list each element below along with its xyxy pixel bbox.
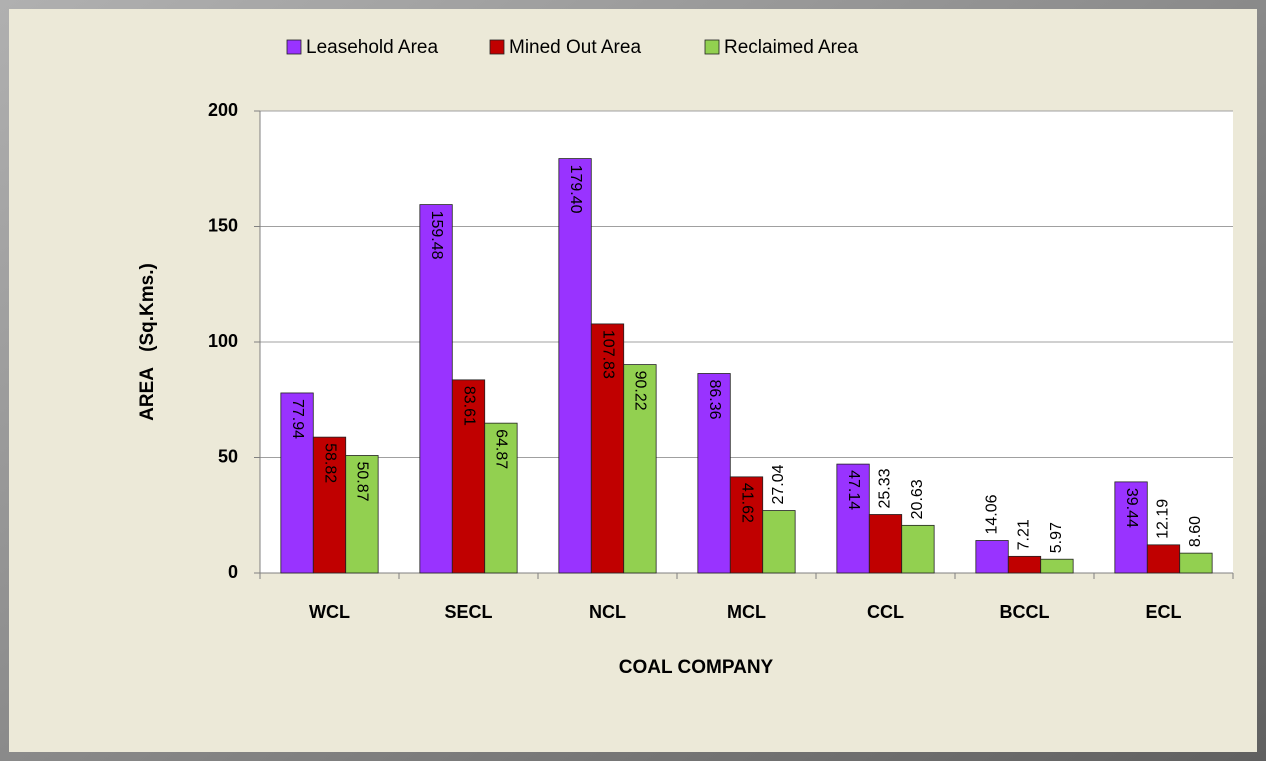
data-label: 107.83 (599, 330, 616, 379)
bar (697, 373, 731, 574)
data-label: 50.87 (354, 461, 371, 501)
bar (484, 422, 518, 574)
bar (345, 455, 379, 574)
y-tick-label: 200 (208, 100, 238, 120)
legend-swatch (286, 39, 302, 55)
data-label: 159.48 (428, 211, 445, 260)
data-label: 41.62 (738, 483, 755, 523)
bar (590, 323, 625, 574)
data-label: 179.40 (567, 165, 584, 214)
data-label: 64.87 (493, 429, 510, 469)
data-label: 83.61 (460, 386, 477, 426)
data-label: 25.33 (877, 468, 894, 508)
legend-label: Leasehold Area (306, 37, 438, 58)
x-tick-label: SECL (444, 602, 492, 622)
bar (762, 510, 796, 574)
data-label: 14.06 (983, 494, 1000, 534)
bar (419, 204, 453, 574)
data-label: 58.82 (321, 443, 338, 483)
bar (836, 463, 870, 574)
bar (312, 436, 347, 574)
x-axis-label: COAL COMPANY (619, 657, 774, 678)
y-tick-label: 0 (228, 562, 238, 582)
legend-swatch (489, 39, 505, 55)
bar (729, 476, 764, 574)
y-axis-label: AREA (Sq.Kms.) (137, 263, 158, 421)
bar (1179, 552, 1213, 574)
data-label: 12.19 (1155, 499, 1172, 539)
x-tick-label: MCL (727, 602, 766, 622)
data-label: 90.22 (632, 371, 649, 411)
data-label: 5.97 (1048, 522, 1065, 553)
x-tick-label: WCL (309, 602, 350, 622)
bar (623, 364, 657, 574)
bar (1007, 555, 1042, 574)
data-label: 8.60 (1187, 516, 1204, 547)
x-tick-label: CCL (867, 602, 904, 622)
data-label: 27.04 (770, 464, 787, 504)
bar (868, 514, 903, 574)
bar (1146, 544, 1181, 574)
bar (451, 379, 486, 574)
x-tick-label: BCCL (1000, 602, 1050, 622)
bar (975, 540, 1009, 574)
y-tick-label: 100 (208, 331, 238, 351)
data-label: 86.36 (706, 380, 723, 420)
bar (901, 524, 935, 574)
bar (558, 158, 592, 574)
legend-label: Reclaimed Area (724, 37, 859, 58)
data-label: 77.94 (289, 399, 306, 439)
y-tick-label: 150 (208, 215, 238, 235)
x-tick-label: NCL (589, 602, 626, 622)
data-label: 20.63 (909, 479, 926, 519)
data-label: 39.44 (1123, 488, 1140, 528)
y-tick-label: 50 (218, 446, 238, 466)
data-label: 47.14 (845, 470, 862, 510)
legend-swatch (704, 39, 720, 55)
data-label: 7.21 (1016, 519, 1033, 550)
bar (280, 392, 314, 574)
bar (1114, 481, 1148, 574)
bar (1040, 558, 1074, 574)
legend-label: Mined Out Area (509, 37, 641, 58)
x-tick-label: ECL (1146, 602, 1182, 622)
